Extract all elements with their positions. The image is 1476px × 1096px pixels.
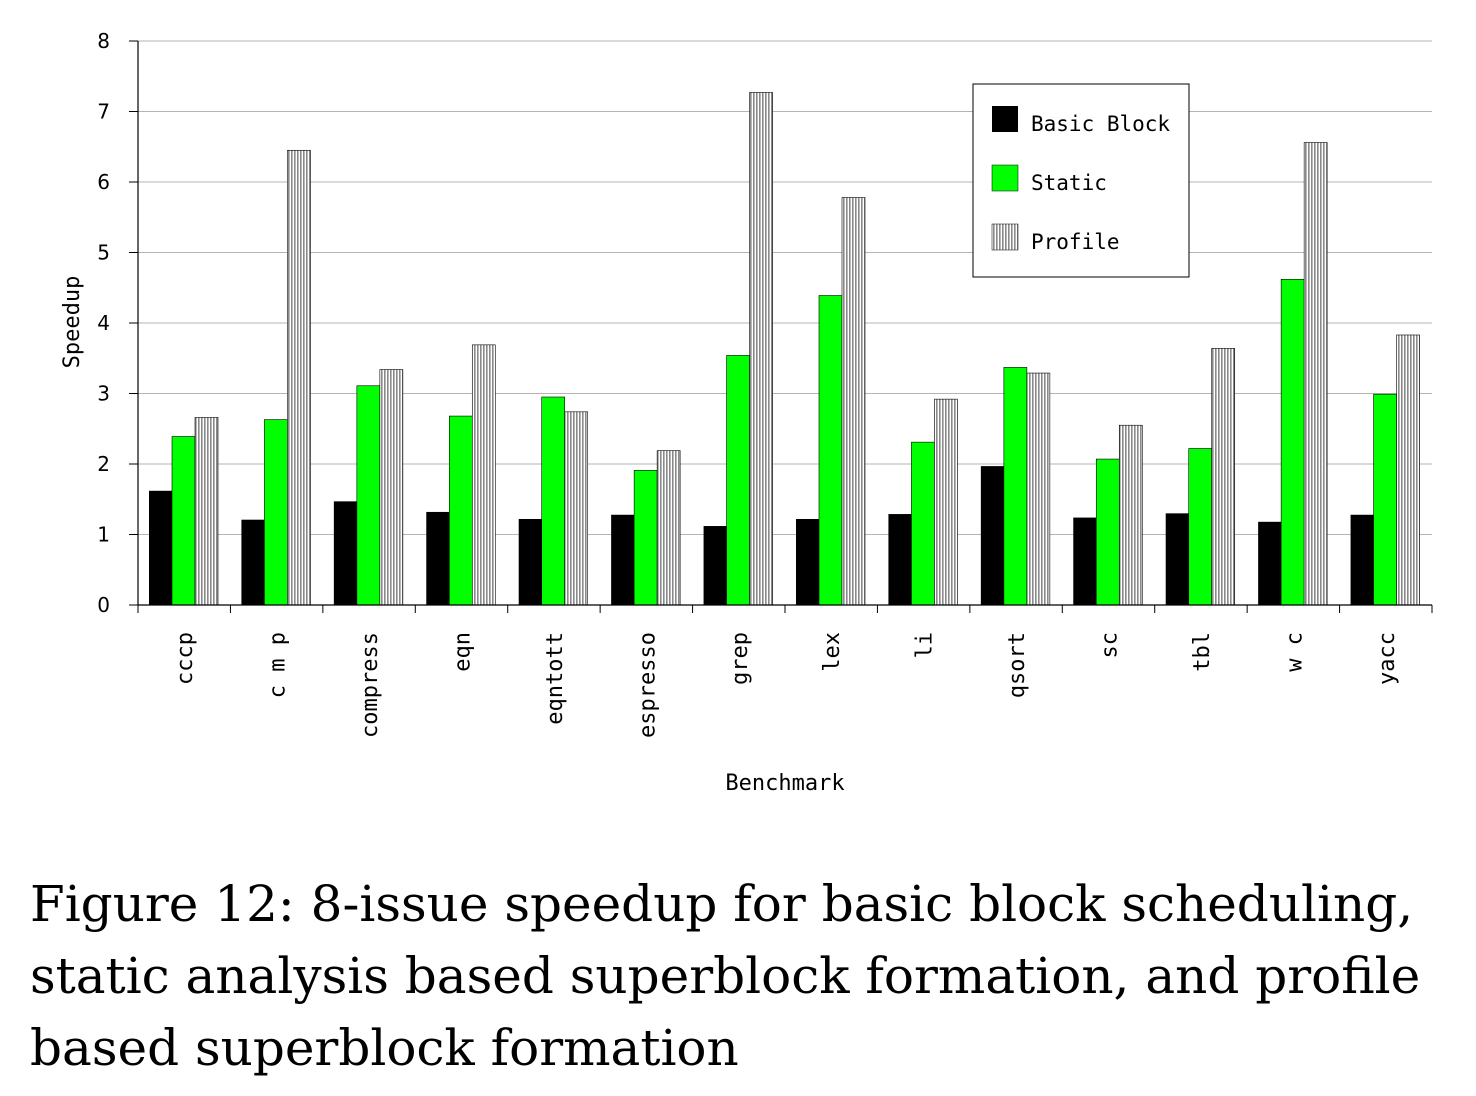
figure-caption: Figure 12: 8-issue speedup for basic blo… <box>30 875 1421 1077</box>
bar-basic-block-eqntott <box>518 518 542 605</box>
bar-basic-block-cccp <box>149 490 172 605</box>
bar-profile-eqn <box>471 344 496 606</box>
bar-profile-li <box>934 398 958 606</box>
x-category-label: tbl <box>1190 632 1215 672</box>
x-axis-title: Benchmark <box>725 771 844 796</box>
legend: Basic Block Static Profile <box>972 83 1190 278</box>
x-category-label: yacc <box>1375 632 1400 685</box>
legend-label-basic-block: Basic Block <box>1031 112 1170 136</box>
bar-profile-cccp <box>194 417 219 606</box>
x-category-label: li <box>913 632 938 659</box>
bars <box>149 92 1420 606</box>
bar-profile-qsort <box>1026 372 1051 606</box>
bar-basic-block-qsort <box>980 466 1004 605</box>
x-category-label: w c <box>1282 632 1307 672</box>
bar-static-qsort <box>1003 367 1028 606</box>
bar-static-cmp <box>264 419 288 606</box>
bar-basic-block-tbl <box>1165 513 1189 605</box>
bar-basic-block-yacc <box>1350 514 1374 605</box>
bar-profile-cmp <box>287 149 311 606</box>
x-category-label: espresso <box>635 632 660 738</box>
bar-static-cccp <box>171 436 196 606</box>
y-tick-label: 3 <box>97 382 110 406</box>
legend-label-profile: Profile <box>1031 230 1120 254</box>
bar-static-li <box>911 441 935 606</box>
bar-static-compress <box>356 385 381 606</box>
bar-profile-sc <box>1118 424 1143 606</box>
bar-profile-compress <box>379 369 404 606</box>
axes <box>129 40 1433 613</box>
bar-basic-block-grep <box>703 526 727 605</box>
bar-profile-yacc <box>1396 334 1420 606</box>
x-category-label: c m p <box>266 632 291 698</box>
x-category-label: cccp <box>173 632 198 685</box>
bar-static-tbl <box>1188 448 1213 606</box>
axis-labels: 0 1 2 3 4 5 6 7 8 cccp c m p compress eqn eqntott espr… <box>97 29 1400 738</box>
bar-profile-espresso <box>656 450 681 606</box>
bar-static-eqn <box>448 415 473 606</box>
y-tick-label: 7 <box>97 100 110 124</box>
bar-basic-block-li <box>888 514 912 605</box>
bar-profile-lex <box>841 197 866 606</box>
legend-swatch-static <box>991 164 1019 192</box>
bar-static-eqntott <box>541 396 566 606</box>
bar-basic-block-lex <box>796 518 819 605</box>
bar-static-lex <box>818 295 843 606</box>
bar-static-grep <box>726 355 750 606</box>
bar-static-wc <box>1280 278 1305 606</box>
bar-basic-block-eqn <box>426 511 450 605</box>
y-tick-label: 4 <box>97 311 110 335</box>
x-category-label: compress <box>358 632 383 738</box>
y-tick-label: 1 <box>97 523 110 547</box>
y-tick-label: 6 <box>97 170 110 194</box>
y-tick-label: 8 <box>97 29 110 53</box>
bar-static-espresso <box>633 470 658 606</box>
bar-basic-block-sc <box>1073 517 1097 605</box>
bar-basic-block-compress <box>333 501 357 605</box>
x-category-label: qsort <box>1005 632 1030 698</box>
bar-profile-wc <box>1303 142 1328 606</box>
bar-static-yacc <box>1373 393 1397 606</box>
bar-basic-block-wc <box>1258 521 1282 605</box>
bar-basic-block-cmp <box>241 519 265 605</box>
x-category-label: lex <box>820 632 845 672</box>
bar-profile-grep <box>749 92 773 606</box>
bar-profile-eqntott <box>564 411 589 606</box>
x-category-label: eqn <box>451 632 476 672</box>
x-category-label: grep <box>728 632 753 685</box>
y-tick-label: 0 <box>97 593 110 617</box>
x-category-label: sc <box>1098 632 1123 659</box>
bar-static-sc <box>1095 458 1120 606</box>
grid-lines <box>138 40 1432 535</box>
legend-swatch-profile <box>991 223 1019 251</box>
speedup-bar-chart: 0 1 2 3 4 5 6 7 8 cccp c m p compress eqn eqntott espr… <box>60 29 1433 796</box>
x-category-label: eqntott <box>543 632 568 725</box>
y-axis-title: Speedup <box>60 276 85 369</box>
y-tick-label: 5 <box>97 241 110 265</box>
bar-basic-block-espresso <box>611 514 635 605</box>
y-tick-label: 2 <box>97 452 110 476</box>
bar-profile-tbl <box>1211 348 1236 606</box>
legend-swatch-basic-block <box>992 106 1018 132</box>
legend-label-static: Static <box>1031 171 1107 195</box>
